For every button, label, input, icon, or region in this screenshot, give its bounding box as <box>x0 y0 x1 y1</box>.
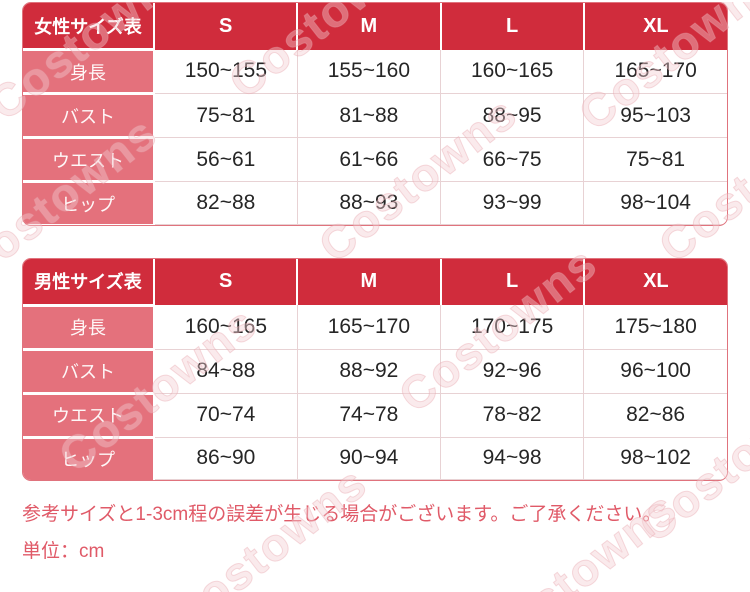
size-value-cell: 96~100 <box>583 348 727 394</box>
row-label-cell: ヒップ <box>23 180 155 224</box>
table-row: ヒップ 82~88 88~93 93~99 98~104 <box>23 180 727 225</box>
size-value-cell: 175~180 <box>583 305 727 350</box>
size-chart-page: 女性サイズ表 S M L XL 身長 150~155 155~160 160~165 165~17… <box>0 2 750 564</box>
size-value-cell: 94~98 <box>439 436 585 480</box>
size-value-cell: 75~81 <box>153 93 298 138</box>
size-value-cell: 98~102 <box>583 436 727 480</box>
table-row: 身長 150~155 155~160 160~165 165~170 <box>23 48 727 94</box>
size-value-cell: 95~103 <box>583 93 727 138</box>
column-header-l: L <box>439 3 584 50</box>
header-row: 男性サイズ表 S M L XL <box>23 258 727 305</box>
size-value-cell: 75~81 <box>583 137 727 182</box>
row-label-cell: バスト <box>23 92 155 138</box>
unit-note: 単位：cm <box>22 540 105 562</box>
row-label-cell: ウエスト <box>23 136 155 182</box>
size-value-cell: 150~155 <box>153 49 298 94</box>
size-value-cell: 160~165 <box>153 305 298 350</box>
size-value-cell: 78~82 <box>439 392 585 438</box>
row-label-cell: ウエスト <box>23 391 155 437</box>
column-header-s: S <box>152 3 298 50</box>
women-size-table: 女性サイズ表 S M L XL 身長 150~155 155~160 160~165 165~17… <box>22 2 728 226</box>
size-value-cell: 61~66 <box>296 137 442 182</box>
size-value-cell: 170~175 <box>439 305 585 350</box>
table-title-cell: 女性サイズ表 <box>23 3 154 50</box>
size-value-cell: 98~104 <box>583 181 727 225</box>
table-row: ヒップ 86~90 90~94 94~98 98~102 <box>23 435 727 480</box>
size-value-cell: 165~170 <box>296 305 442 350</box>
table-row: 身長 160~165 165~170 170~175 175~180 <box>23 303 727 350</box>
size-grid: 男性サイズ表 S M L XL 身長 160~165 165~170 170~175 175~18… <box>23 258 727 481</box>
column-header-l: L <box>439 258 584 305</box>
size-value-cell: 70~74 <box>153 392 298 438</box>
size-value-cell: 88~95 <box>439 93 585 138</box>
size-value-cell: 88~92 <box>296 348 442 394</box>
size-value-cell: 66~75 <box>439 137 585 182</box>
row-label-cell: バスト <box>23 347 155 393</box>
table-row: バスト 75~81 81~88 88~95 95~103 <box>23 92 727 138</box>
table-row: ウエスト 56~61 61~66 66~75 75~81 <box>23 136 727 182</box>
size-value-cell: 93~99 <box>439 181 585 225</box>
row-label-cell: 身長 <box>23 303 155 349</box>
men-size-table: 男性サイズ表 S M L XL 身長 160~165 165~170 170~175 175~18… <box>22 257 728 481</box>
size-value-cell: 82~86 <box>583 392 727 438</box>
size-value-cell: 56~61 <box>153 137 298 182</box>
table-row: バスト 84~88 88~92 92~96 96~100 <box>23 347 727 394</box>
footer-notes: 参考サイズと1-3cm程の誤差が生じる場合がございます。ご了承ください。 単位：… <box>22 504 750 564</box>
size-value-cell: 88~93 <box>296 181 442 225</box>
column-header-s: S <box>152 258 298 305</box>
size-value-cell: 82~88 <box>153 181 298 225</box>
size-value-cell: 84~88 <box>153 348 298 394</box>
row-label-cell: ヒップ <box>23 435 155 480</box>
row-label-cell: 身長 <box>23 48 155 94</box>
size-value-cell: 74~78 <box>296 392 442 438</box>
size-value-cell: 165~170 <box>583 49 727 94</box>
size-grid: 女性サイズ表 S M L XL 身長 150~155 155~160 160~165 165~17… <box>23 3 727 225</box>
table-title-cell: 男性サイズ表 <box>23 258 154 305</box>
size-value-cell: 92~96 <box>439 348 585 394</box>
column-header-xl: XL <box>582 3 727 50</box>
table-row: ウエスト 70~74 74~78 78~82 82~86 <box>23 391 727 438</box>
header-row: 女性サイズ表 S M L XL <box>23 3 727 50</box>
size-value-cell: 160~165 <box>439 49 585 94</box>
tolerance-note: 参考サイズと1-3cm程の誤差が生じる場合がございます。ご了承ください。 <box>22 504 662 525</box>
size-value-cell: 155~160 <box>296 49 442 94</box>
column-header-xl: XL <box>582 258 727 305</box>
column-header-m: M <box>296 3 441 50</box>
size-value-cell: 86~90 <box>153 436 298 480</box>
column-header-m: M <box>296 258 441 305</box>
size-value-cell: 81~88 <box>296 93 442 138</box>
size-value-cell: 90~94 <box>296 436 442 480</box>
